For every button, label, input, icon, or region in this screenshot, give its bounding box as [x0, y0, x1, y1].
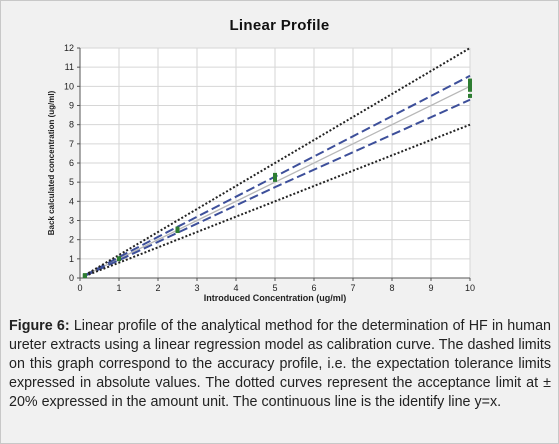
x-tick-label: 9 [428, 283, 433, 293]
acceptance-lower-line [84, 123, 471, 278]
y-tick-label: 11 [65, 62, 74, 72]
data-point [117, 256, 121, 261]
y-tick-label: 8 [69, 120, 74, 130]
x-tick-label: 6 [311, 283, 316, 293]
acceptance-upper-line [84, 47, 471, 276]
y-tick-label: 6 [69, 158, 74, 168]
data-point [273, 175, 277, 180]
x-tick-label: 7 [350, 283, 355, 293]
caption-text: Linear profile of the analytical method … [9, 318, 551, 410]
data-point [468, 81, 472, 86]
x-tick-label: 1 [116, 283, 121, 293]
data-point [273, 177, 277, 182]
y-tick-label: 2 [69, 235, 74, 245]
figure-caption: Figure 6: Linear profile of the analytic… [9, 317, 551, 412]
x-tick-label: 3 [194, 283, 199, 293]
y-axis-label: Back calculated concentration (ug/ml) [47, 90, 56, 235]
data-point [468, 78, 472, 83]
x-tick-label: 5 [272, 283, 277, 293]
tolerance-lower-line [84, 98, 471, 277]
data-point [468, 93, 472, 98]
identity-line [84, 85, 471, 277]
x-tick-label: 2 [155, 283, 160, 293]
y-tick-label: 9 [69, 101, 74, 111]
y-tick-label: 1 [69, 254, 74, 264]
data-point [175, 226, 180, 231]
y-tick-label: 12 [64, 43, 74, 53]
x-axis-label: Introduced Concentration (ug/ml) [204, 293, 347, 303]
y-tick-label: 3 [69, 216, 74, 226]
caption-label: Figure 6: [9, 318, 70, 334]
data-point [468, 87, 472, 92]
data-point [82, 273, 87, 278]
x-tick-label: 4 [233, 283, 238, 293]
y-tick-label: 10 [64, 81, 74, 91]
data-point [468, 84, 472, 89]
x-tick-label: 0 [77, 283, 82, 293]
x-tick-label: 8 [389, 283, 394, 293]
y-tick-label: 4 [69, 196, 74, 206]
x-tick-label: 10 [465, 283, 475, 293]
data-point [273, 172, 277, 177]
chart-title: Linear Profile [229, 17, 330, 34]
y-tick-label: 0 [69, 273, 74, 283]
y-tick-label: 7 [69, 139, 74, 149]
y-tick-label: 5 [69, 177, 74, 187]
